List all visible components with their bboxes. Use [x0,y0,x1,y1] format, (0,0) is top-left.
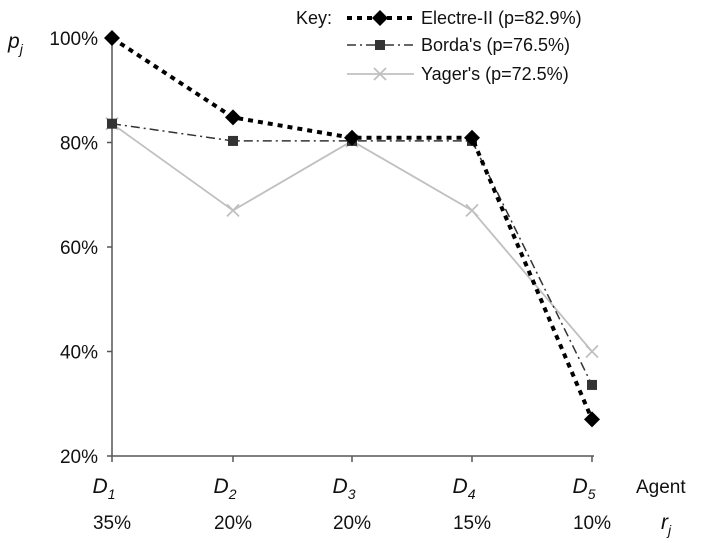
y-tick-label: 100% [49,29,98,50]
y-axis-label: pj [7,30,24,57]
legend-swatch-marker [372,10,388,26]
data-point [228,135,238,146]
x-row2-label: rj [661,511,672,538]
data-point [465,203,479,218]
legend-label: Yager's (p=72.5%) [421,64,569,84]
weight-label: 15% [453,513,491,534]
data-point [226,203,240,218]
series-0 [104,30,600,428]
data-point [587,379,597,390]
x-axis-label: Agent [636,477,686,498]
weight-label: 20% [333,513,371,534]
data-point [585,344,599,359]
series-2 [105,117,599,359]
y-tick-label: 80% [60,134,98,155]
x-tick-label: D4 [453,475,476,502]
y-ticks: 20% 40% 60% 80% 100% [49,29,112,468]
legend-label: Electre-II (p=82.9%) [421,8,582,28]
weight-label: 35% [93,513,131,534]
legend-swatch-marker [375,40,385,50]
data-point [344,129,360,146]
legend-swatch-marker [373,67,387,81]
y-tick-label: 40% [60,343,98,364]
x-ticks: D1 35% D2 20% D3 20% D4 15% D5 10% [93,456,611,534]
x-tick-label: D5 [573,475,596,502]
series-layer [104,30,600,428]
y-tick-label: 20% [60,447,98,468]
data-point [464,129,480,146]
data-point [584,411,600,428]
weight-label: 10% [573,513,611,534]
x-tick-label: D3 [333,475,356,502]
x-tick-label: D1 [93,475,116,502]
weight-label: 20% [214,513,252,534]
x-tick-label: D2 [214,475,237,502]
legend: Key: Electre-II (p=82.9%) Borda's (p=76.5… [296,8,582,84]
series-line [110,36,594,421]
legend-title: Key: [296,8,332,28]
legend-label: Borda's (p=76.5%) [421,35,570,55]
data-point [104,30,120,46]
data-point [225,109,241,126]
data-point [107,118,117,129]
y-tick-label: 60% [60,238,98,259]
